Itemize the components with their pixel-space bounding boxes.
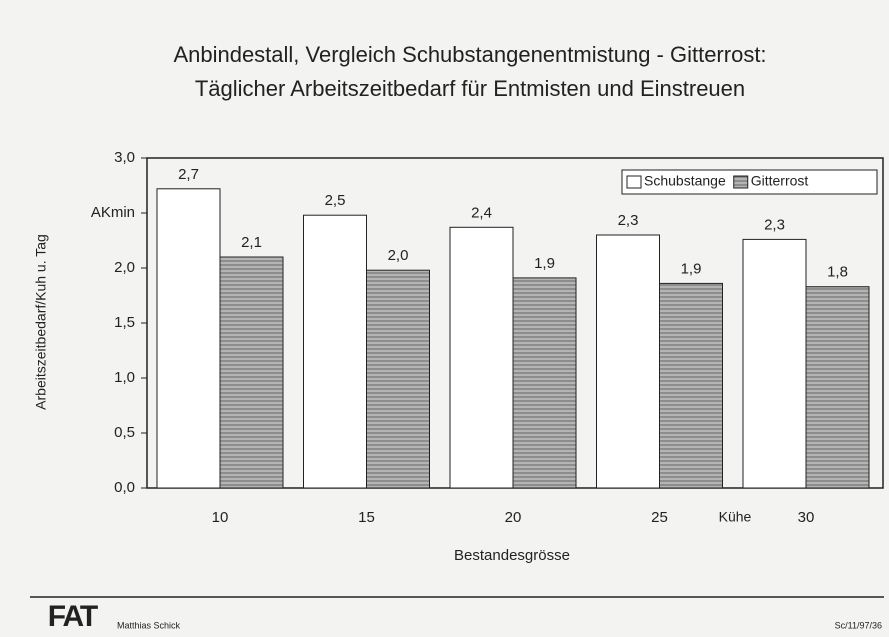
bar [742, 238, 807, 489]
x-tick-label: 30 [798, 509, 815, 526]
code: Sc/11/97/36 [835, 620, 882, 630]
y-tick-label: 0,0 [114, 479, 135, 496]
data-label: 2,3 [618, 212, 639, 229]
data-label: 2,3 [764, 216, 785, 233]
y-axis-label: Arbeitszeitbedarf/Kuh u. Tag [33, 234, 49, 410]
y-tick-label: 1,5 [114, 314, 135, 331]
chart-title: Täglicher Arbeitszeitbedarf für Entmiste… [195, 76, 745, 101]
bar [366, 269, 430, 489]
legend-label: Gitterrost [751, 173, 809, 189]
bar [219, 256, 284, 489]
data-label: 1,9 [534, 255, 555, 272]
bar [156, 188, 221, 489]
bar [596, 234, 660, 489]
data-label: 1,8 [827, 264, 848, 281]
y-tick-label: 3,0 [114, 149, 135, 166]
bar [512, 277, 577, 489]
y-tick-label: AKmin [91, 204, 135, 221]
y-tick-label: 0,5 [114, 424, 135, 441]
bar [303, 214, 367, 489]
legend-swatch [733, 175, 749, 189]
bar [805, 286, 870, 489]
y-tick-label: 1,0 [114, 369, 135, 386]
data-label: 2,5 [325, 192, 346, 209]
data-label: 2,1 [241, 234, 262, 251]
y-tick-label: 2,0 [114, 259, 135, 276]
legend-box [621, 169, 878, 195]
x-tick-label: 20 [505, 509, 522, 526]
data-label: 1,9 [681, 260, 702, 277]
data-label: 2,7 [178, 166, 199, 183]
x-tick-label: 25 [651, 509, 668, 526]
bar [449, 226, 514, 489]
legend-swatch [626, 175, 642, 189]
bar [659, 282, 723, 489]
chart-title: Anbindestall, Vergleich Schubstangenentm… [173, 42, 766, 67]
x-tick-label: 15 [358, 509, 375, 526]
annotation: Kühe [719, 509, 752, 525]
logo: FAT [48, 600, 98, 633]
data-label: 2,0 [388, 247, 409, 264]
data-label: 2,4 [471, 204, 492, 221]
x-axis-label: Bestandesgrösse [454, 547, 570, 564]
x-tick-label: 10 [212, 509, 229, 526]
legend-label: Schubstange [644, 173, 726, 189]
author: Matthias Schick [117, 620, 181, 630]
